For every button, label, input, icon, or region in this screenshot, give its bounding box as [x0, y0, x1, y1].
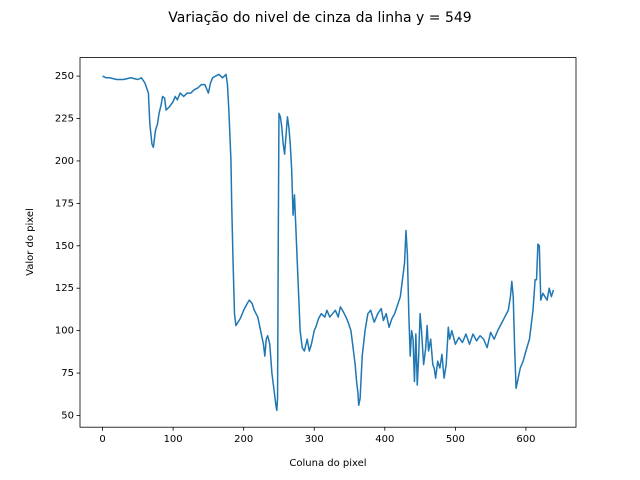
y-tick-label: 250 [55, 71, 74, 82]
chart-title: Variação do nivel de cinza da linha y = … [168, 10, 471, 26]
x-tick-label: 100 [164, 434, 183, 445]
x-tick-label: 200 [234, 434, 253, 445]
y-tick-label: 50 [61, 410, 74, 421]
y-tick-label: 100 [55, 326, 74, 337]
y-tick-label: 75 [61, 368, 74, 379]
x-tick-label: 600 [516, 434, 535, 445]
x-tick-label: 400 [375, 434, 394, 445]
y-tick-label: 150 [55, 241, 74, 252]
y-axis-label: Valor do pixel [25, 208, 36, 276]
x-tick-label: 500 [446, 434, 465, 445]
y-tick-label: 225 [55, 114, 74, 125]
x-axis-label: Coluna do pixel [289, 458, 366, 469]
plot-frame [79, 57, 577, 428]
x-tick-label: 300 [305, 434, 324, 445]
y-tick-label: 125 [55, 283, 74, 294]
y-tick-label: 200 [55, 156, 74, 167]
data-line [102, 73, 555, 412]
y-tick-label: 175 [55, 198, 74, 209]
x-tick-label: 0 [99, 434, 105, 445]
